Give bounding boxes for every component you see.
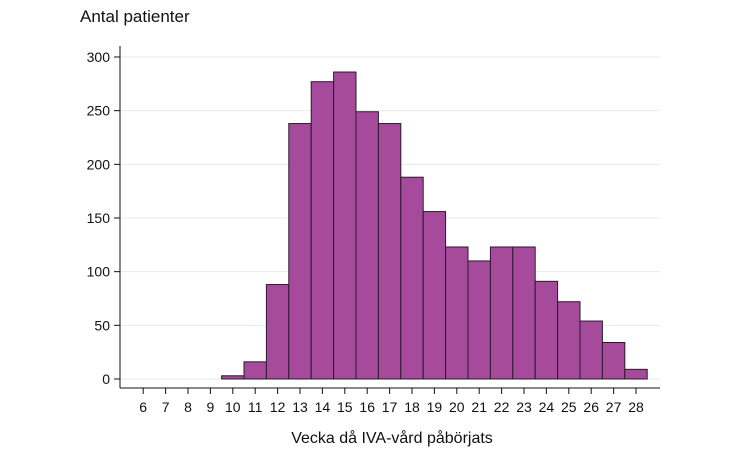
bar-week-10: [221, 375, 245, 380]
x-tick-label: 20: [449, 399, 465, 415]
bar-week-11: [243, 361, 267, 380]
bars: [221, 71, 648, 380]
x-tick-label: 19: [427, 399, 443, 415]
x-tick-label: 9: [207, 399, 215, 415]
y-tick-label: 200: [87, 156, 111, 172]
bar-week-14: [310, 81, 335, 380]
x-tick-label: 6: [139, 399, 147, 415]
x-tick-label: 15: [337, 399, 353, 415]
bar-week-27: [601, 342, 626, 380]
bar-week-15: [333, 71, 357, 380]
x-tick-label: 18: [404, 399, 420, 415]
x-tick-label: 13: [292, 399, 308, 415]
bar-week-26: [579, 320, 603, 380]
y-tick-label: 250: [87, 103, 111, 119]
bar-week-23: [512, 246, 536, 380]
bar-week-24: [534, 280, 559, 380]
bar-week-17: [377, 123, 402, 380]
bar-week-13: [288, 123, 312, 380]
x-tick-label: 27: [606, 399, 622, 415]
y-tick-label: 150: [87, 210, 111, 226]
bar-week-25: [557, 301, 581, 380]
x-axis-ticks: 6 7 8 9 10 11 12 13 14 15 16 17 18 19 20 21 22 23 24 25 26 27…: [139, 388, 644, 415]
y-tick-label: 100: [87, 264, 111, 280]
x-tick-label: 22: [494, 399, 510, 415]
y-tick-label: 300: [87, 49, 111, 65]
x-tick-label: 10: [225, 399, 241, 415]
x-tick-label: 21: [471, 399, 487, 415]
bar-week-20: [445, 246, 469, 380]
x-tick-label: 7: [162, 399, 170, 415]
y-tick-label: 0: [102, 371, 110, 387]
x-tick-label: 8: [184, 399, 192, 415]
x-tick-label: 12: [270, 399, 286, 415]
bar-week-16: [355, 111, 379, 380]
x-tick-label: 26: [583, 399, 599, 415]
x-tick-label: 25: [561, 399, 577, 415]
bar-week-28: [624, 368, 648, 380]
y-axis-title: Antal patienter: [80, 7, 190, 26]
x-tick-label: 14: [315, 399, 331, 415]
x-tick-label: 11: [248, 399, 263, 415]
bar-week-18: [400, 176, 424, 380]
x-tick-label: 24: [539, 399, 555, 415]
y-axis-ticks: 0 50 100 150 200 250 300: [87, 49, 120, 387]
x-tick-label: 16: [359, 399, 375, 415]
y-tick-label: 50: [94, 317, 110, 333]
bar-week-19: [422, 211, 447, 380]
x-axis-title: Vecka då IVA-vård påbörjats: [291, 429, 493, 447]
x-tick-label: 23: [516, 399, 532, 415]
x-tick-label: 28: [628, 399, 644, 415]
x-tick-label: 17: [382, 399, 398, 415]
bar-week-22: [489, 246, 514, 380]
bar-week-12: [265, 284, 290, 380]
bar-week-21: [467, 260, 491, 380]
